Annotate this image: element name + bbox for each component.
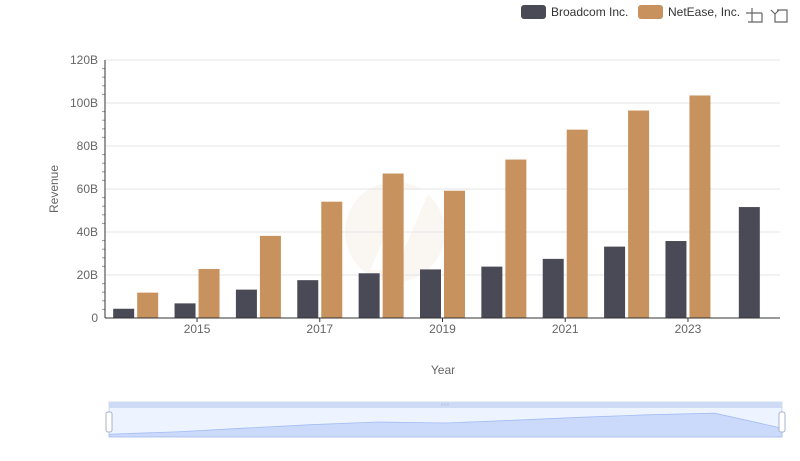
x-tick-label: 2019 <box>429 322 456 336</box>
bar-broadcom-2019[interactable] <box>420 269 441 318</box>
bar-netease-2023[interactable] <box>689 95 711 318</box>
y-tick-label: 120B <box>70 53 98 67</box>
legend-swatch-broadcom <box>521 5 546 19</box>
x-tick-label: 2015 <box>184 322 211 336</box>
y-tick-label: 40B <box>77 225 98 239</box>
bar-netease-2015[interactable] <box>198 268 220 318</box>
bar-broadcom-2021[interactable] <box>542 258 564 318</box>
bar-broadcom-2024[interactable] <box>738 207 760 318</box>
y-axis-title: Revenue <box>47 165 61 213</box>
x-tick-label: 2023 <box>675 322 702 336</box>
gridlines <box>105 59 780 276</box>
datazoom-selection[interactable] <box>109 402 782 437</box>
bar-broadcom-2022[interactable] <box>604 246 626 318</box>
bar-netease-2014[interactable] <box>137 292 159 318</box>
bars <box>113 95 760 319</box>
bar-netease-2021[interactable] <box>566 129 588 318</box>
bar-broadcom-2017[interactable] <box>297 280 319 318</box>
y-tick-label: 20B <box>77 268 98 282</box>
bar-broadcom-2016[interactable] <box>235 289 257 318</box>
legend-item-broadcom[interactable]: Broadcom Inc. <box>521 5 628 19</box>
legend-swatch-netease <box>638 5 663 19</box>
y-tick-label: 60B <box>77 182 98 196</box>
restore-icon[interactable] <box>770 9 788 23</box>
y-tick-label: 0 <box>91 311 98 325</box>
y-tick-label: 100B <box>70 96 98 110</box>
bar-broadcom-2014[interactable] <box>113 308 135 318</box>
bar-broadcom-2018[interactable] <box>358 273 380 318</box>
legend-label-broadcom: Broadcom Inc. <box>551 5 628 19</box>
x-tick-label: 2021 <box>552 322 579 336</box>
x-axis-title: Year <box>431 363 455 377</box>
bar-netease-2019[interactable] <box>444 190 465 318</box>
datazoom-handle-right[interactable] <box>778 411 786 433</box>
bar-netease-2018[interactable] <box>382 173 404 318</box>
legend-label-netease: NetEase, Inc. <box>668 5 740 19</box>
bar-broadcom-2023[interactable] <box>665 241 687 318</box>
y-tick-label: 80B <box>77 139 98 153</box>
legend-item-netease[interactable]: NetEase, Inc. <box>638 5 740 19</box>
x-tick-label: 2017 <box>306 322 333 336</box>
datazoom-drag-icon[interactable] <box>441 403 449 406</box>
bar-broadcom-2015[interactable] <box>174 303 196 318</box>
bar-netease-2016[interactable] <box>259 235 281 318</box>
bar-netease-2017[interactable] <box>321 201 343 318</box>
datazoom-preview-area <box>108 412 783 438</box>
zoom-icon[interactable] <box>746 8 763 23</box>
datazoom-slider[interactable] <box>105 401 786 438</box>
bar-netease-2020[interactable] <box>505 159 527 318</box>
bar-netease-2022[interactable] <box>628 110 650 319</box>
datazoom-handle-left[interactable] <box>105 411 113 433</box>
legend: Broadcom Inc. NetEase, Inc. <box>521 5 740 19</box>
axes: 0 20B 40B 60B 80B 100B 120B 2015 2017 2019 2021 202… <box>70 53 780 336</box>
bar-broadcom-2020[interactable] <box>481 266 503 318</box>
